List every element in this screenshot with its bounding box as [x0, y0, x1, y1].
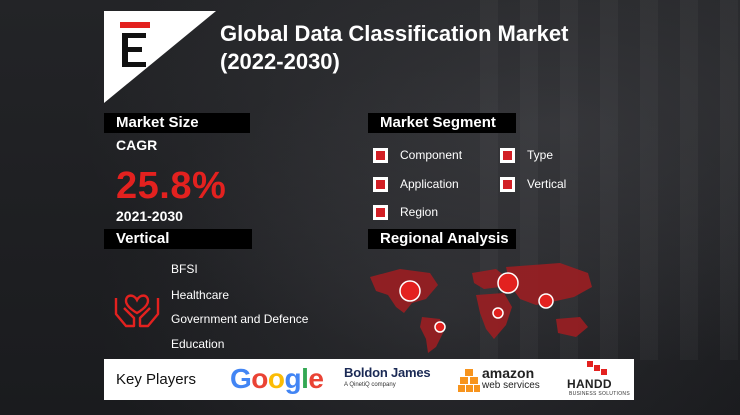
google-letter: G — [230, 363, 252, 394]
period-label: 2021-2030 — [116, 208, 183, 224]
bullet-square-icon — [373, 176, 388, 192]
regional-analysis-header: Regional Analysis — [368, 229, 516, 249]
page-title: Global Data Classification Market (2022-… — [220, 20, 620, 76]
google-letter: l — [301, 363, 309, 394]
handd-name: HANDD — [567, 377, 612, 391]
boldon-name: Boldon James — [344, 365, 431, 380]
segment-item-component: Component — [373, 147, 462, 163]
google-letter: e — [308, 363, 324, 394]
cagr-value: 25.8% — [116, 165, 227, 207]
google-logo: Google — [230, 363, 324, 395]
cagr-label: CAGR — [116, 137, 158, 153]
bullet-square-icon — [373, 204, 388, 220]
google-letter: o — [267, 363, 285, 394]
title-line-2: (2022-2030) — [220, 49, 340, 74]
world-map-icon — [370, 263, 592, 353]
title-line-1: Global Data Classification Market — [220, 21, 569, 46]
key-players-bar: Key Players Google Boldon James A Qineti… — [104, 359, 634, 400]
heart-hands-icon — [114, 294, 160, 328]
vertical-item-bfsi: BFSI — [171, 262, 198, 276]
google-letter: g — [284, 363, 302, 394]
segment-item-application: Application — [373, 176, 459, 192]
key-players-label: Key Players — [116, 371, 197, 388]
segment-label: Type — [527, 148, 554, 162]
vertical-item-healthcare: Healthcare — [171, 288, 230, 302]
vertical-item-government: Government and Defence — [171, 312, 309, 326]
aws-cubes-icon — [458, 369, 480, 392]
market-size-header: Market Size — [104, 113, 250, 133]
market-segment-header: Market Segment — [368, 113, 516, 133]
handd-sub: BUSINESS SOLUTIONS — [569, 391, 630, 397]
amazon-name: amazon — [482, 365, 535, 381]
handd-logo: HANDD BUSINESS SOLUTIONS — [567, 361, 631, 399]
logo-e-icon — [120, 22, 150, 67]
handd-blocks-icon — [587, 361, 607, 375]
segment-label: Component — [400, 148, 463, 162]
bullet-square-icon — [500, 147, 515, 163]
segment-label: Vertical — [527, 177, 567, 191]
bullet-square-icon — [373, 147, 388, 163]
boldon-james-logo: Boldon James A QinetiQ company — [344, 365, 431, 388]
amazon-web-services-logo: amazon web services — [458, 365, 542, 397]
bullet-square-icon — [500, 176, 515, 192]
segment-item-region: Region — [373, 204, 438, 220]
vertical-item-education: Education — [171, 337, 225, 351]
segment-item-vertical: Vertical — [500, 176, 566, 192]
boldon-sub: A QinetiQ company — [344, 382, 396, 388]
segment-item-type: Type — [500, 147, 553, 163]
google-letter: o — [251, 363, 268, 394]
segment-label: Region — [400, 205, 439, 219]
vertical-header: Vertical — [104, 229, 252, 249]
amazon-sub: web services — [482, 380, 540, 391]
segment-label: Application — [400, 177, 459, 191]
